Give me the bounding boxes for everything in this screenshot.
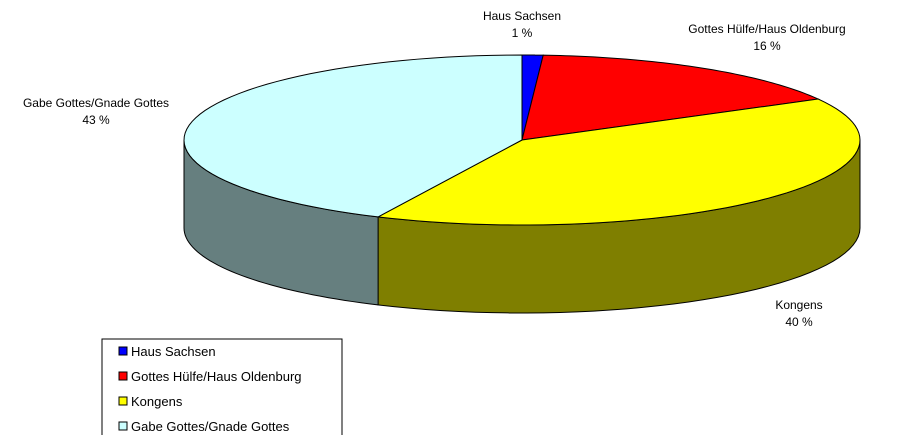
slice-value-label: 40 % [785, 315, 813, 329]
slice-label: Gabe Gottes/Gnade Gottes [23, 96, 169, 110]
slice-label: Kongens [775, 298, 822, 312]
legend-swatch [118, 421, 128, 431]
slice-value-label: 16 % [753, 39, 781, 53]
legend-label: Gottes Hülfe/Haus Oldenburg [131, 369, 302, 384]
legend-label: Haus Sachsen [131, 344, 216, 359]
legend-label: Kongens [131, 394, 183, 409]
legend-swatch [118, 371, 128, 381]
slice-label: Haus Sachsen [483, 9, 561, 23]
legend-label: Gabe Gottes/Gnade Gottes [131, 419, 290, 434]
slice [521, 54, 820, 141]
slice-value-label: 1 % [512, 26, 533, 40]
slice [183, 54, 523, 218]
legend-box [101, 338, 343, 435]
slice-label: Gottes Hülfe/Haus Oldenburg [688, 22, 845, 36]
legend-swatch [118, 346, 128, 356]
slice [376, 98, 861, 226]
slice-value-label: 43 % [82, 113, 110, 127]
legend-swatch [118, 396, 128, 406]
